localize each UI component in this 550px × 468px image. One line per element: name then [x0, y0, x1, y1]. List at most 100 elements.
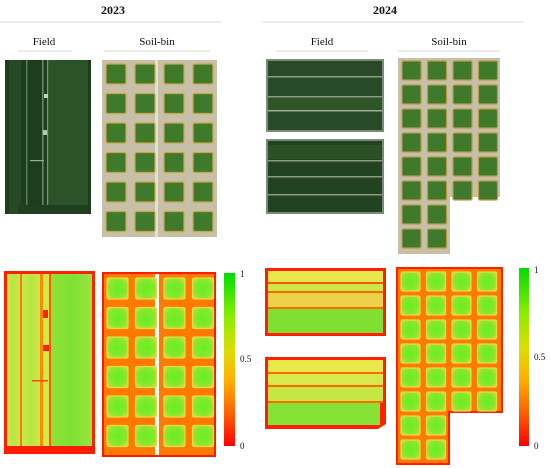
soilbin-2024-rgb-image: [398, 58, 500, 254]
soilbin-index-plot: [451, 367, 472, 388]
soilbin-2024-rgb-plots: [401, 60, 499, 249]
soilbin-plot: [105, 210, 127, 233]
soilbin-plot: [426, 60, 448, 81]
soilbin-2023-rgb-plots: [105, 63, 214, 233]
soilbin-plot: [134, 181, 156, 203]
soilbin-2024-index-plots: [400, 271, 498, 460]
field-2023-rgb-image: [5, 60, 91, 214]
soilbin-index-plot: [451, 319, 472, 340]
soilbin-plot: [192, 63, 214, 85]
soilbin-index-plot: [425, 319, 447, 340]
soilbin-2024-index-map: [396, 267, 503, 465]
soilbin-index-plot: [191, 395, 215, 418]
soilbin-index-plot: [400, 343, 421, 364]
soilbin-index-plot: [476, 295, 498, 316]
soilbin-plot: [401, 180, 422, 201]
soilbin-index-plot: [134, 395, 158, 418]
soilbin-index-plot: [191, 306, 215, 330]
colorbar-2023-tick-mid: 0.5: [240, 354, 252, 364]
soilbin-index-plot: [134, 306, 158, 330]
soilbin-plot: [452, 180, 473, 201]
soilbin-index-plot: [451, 295, 472, 316]
year-heading-2023: 2023: [101, 3, 125, 17]
soilbin-plot: [426, 180, 448, 201]
soilbin-2023-index-map: [102, 272, 216, 457]
soilbin-index-plot: [400, 319, 421, 340]
colorbar-2024-tick-high: 1: [534, 265, 539, 275]
soilbin-index-plot: [400, 415, 421, 436]
colorbar-2023-tick-low: 0: [240, 441, 245, 451]
soilbin-plot: [134, 63, 156, 85]
soilbin-plot: [452, 156, 473, 177]
colorbar-2023: 1 0.5 0: [224, 269, 252, 451]
soilbin-index-plot: [425, 271, 447, 292]
soilbin-2023-rgb-image: [102, 60, 217, 237]
soilbin-index-plot: [134, 424, 158, 448]
soilbin-plot: [105, 181, 127, 203]
soilbin-2023-index-plots: [106, 277, 215, 448]
colorbar-2023-tick-high: 1: [240, 269, 245, 279]
soilbin-plot: [134, 151, 156, 174]
column-label-field-2024: Field: [311, 36, 334, 48]
soilbin-plot: [134, 122, 156, 144]
soilbin-index-plot: [106, 424, 129, 448]
column-label-field-2023: Field: [33, 36, 56, 48]
soilbin-plot: [105, 151, 127, 174]
soilbin-plot: [426, 156, 448, 177]
soilbin-index-plot: [191, 365, 215, 389]
soilbin-plot: [163, 92, 185, 115]
soilbin-plot: [477, 132, 499, 153]
soilbin-index-plot: [163, 277, 186, 300]
soilbin-plot: [401, 108, 422, 129]
field-2024-index-map: [265, 268, 386, 429]
soilbin-plot: [426, 84, 448, 105]
soilbin-index-plot: [451, 343, 472, 364]
soilbin-plot: [192, 122, 214, 144]
colorbar-2024: 1 0.5 0: [519, 265, 546, 451]
soilbin-index-plot: [425, 439, 447, 460]
soilbin-index-plot: [163, 365, 186, 389]
field-2024-rgb-image: [266, 59, 384, 214]
soilbin-index-plot: [400, 271, 421, 292]
colorbar-2024-tick-mid: 0.5: [534, 352, 546, 362]
soilbin-plot: [426, 228, 448, 249]
soilbin-index-plot: [476, 271, 498, 292]
soilbin-plot: [452, 84, 473, 105]
year-heading-2024: 2024: [373, 3, 397, 17]
soilbin-plot: [477, 60, 499, 81]
soilbin-index-plot: [106, 365, 129, 389]
soilbin-index-plot: [191, 336, 215, 359]
soilbin-plot: [163, 63, 185, 85]
soilbin-index-plot: [191, 277, 215, 300]
colorbar-2024-tick-low: 0: [534, 441, 539, 451]
soilbin-index-plot: [163, 336, 186, 359]
soilbin-index-plot: [191, 424, 215, 448]
soilbin-plot: [192, 92, 214, 115]
soilbin-plot: [401, 228, 422, 249]
soilbin-plot: [477, 108, 499, 129]
soilbin-index-plot: [476, 367, 498, 388]
soilbin-index-plot: [134, 365, 158, 389]
soilbin-plot: [452, 108, 473, 129]
soilbin-index-plot: [163, 306, 186, 330]
soilbin-plot: [401, 84, 422, 105]
soilbin-index-plot: [476, 343, 498, 364]
field-2023-index-map: [4, 271, 95, 454]
soilbin-plot: [192, 151, 214, 174]
soilbin-plot: [192, 210, 214, 233]
soilbin-plot: [134, 92, 156, 115]
soilbin-plot: [163, 151, 185, 174]
column-label-soilbin-2023: Soil-bin: [139, 36, 175, 48]
soilbin-index-plot: [400, 391, 421, 412]
soilbin-plot: [452, 132, 473, 153]
soilbin-index-plot: [400, 439, 421, 460]
soilbin-index-plot: [106, 306, 129, 330]
soilbin-index-plot: [476, 391, 498, 412]
soilbin-plot: [105, 92, 127, 115]
soilbin-plot: [477, 156, 499, 177]
soilbin-index-plot: [106, 395, 129, 418]
soilbin-index-plot: [134, 336, 158, 359]
column-label-soilbin-2024: Soil-bin: [431, 36, 467, 48]
soilbin-plot: [401, 204, 422, 225]
